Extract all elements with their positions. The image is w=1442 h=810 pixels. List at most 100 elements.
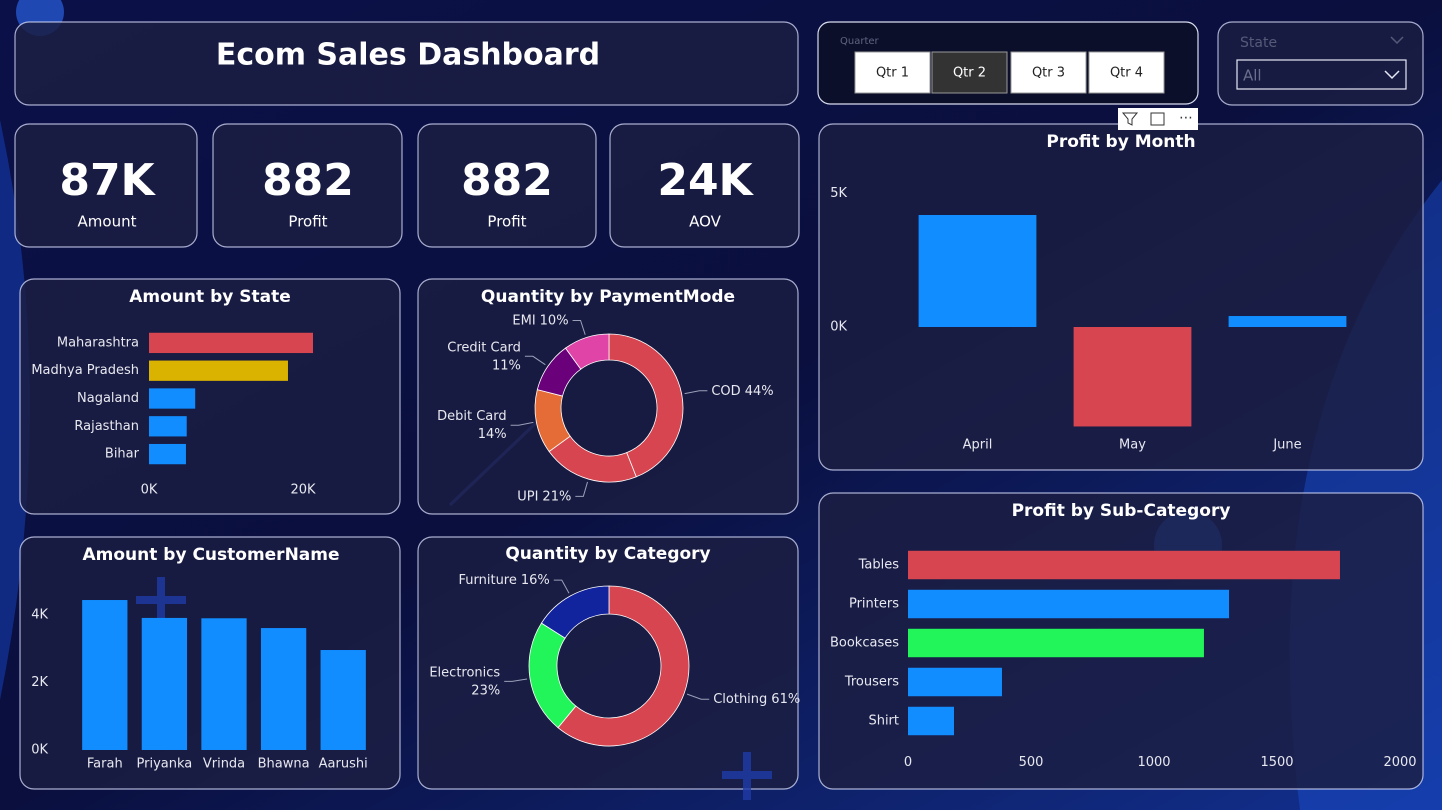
slice-category: Credit Card <box>447 340 521 355</box>
focus-icon[interactable] <box>1150 112 1165 126</box>
bar <box>149 443 186 465</box>
category-label: Aarushi <box>319 757 368 772</box>
slicer-button-label: Qtr 2 <box>953 66 986 81</box>
decor <box>722 752 772 800</box>
slicer-button[interactable] <box>931 51 1008 94</box>
slice-label: EMI 10% <box>512 313 568 328</box>
leader-line <box>524 355 546 366</box>
filter-title: State <box>1240 35 1277 51</box>
category-label: Bhawna <box>258 757 310 772</box>
chart-panel <box>417 278 799 515</box>
category-label: Rajasthan <box>74 419 139 434</box>
kpi-card <box>212 123 403 248</box>
kpi-value: 882 <box>262 155 354 206</box>
slice-label: Electronics 23% <box>429 665 500 698</box>
x-tick-label: 2000 <box>1383 755 1416 770</box>
category-label: Priyanka <box>137 757 193 772</box>
category-label: Trousers <box>844 675 899 690</box>
decor <box>0 120 30 700</box>
leader-line <box>572 320 586 335</box>
leader-line <box>510 421 534 426</box>
slicer-buttons: Qtr 1 Qtr 2 Qtr 3 Qtr 4 <box>854 51 1165 94</box>
slice-value: 61% <box>771 692 800 707</box>
filter-panel <box>1217 21 1424 106</box>
slice-value: 21% <box>542 489 571 504</box>
category-label: Shirt <box>868 714 899 729</box>
kpi-value: 24K <box>657 155 754 206</box>
kpi-card <box>417 123 597 248</box>
slicer-button-label: Qtr 3 <box>1032 66 1065 81</box>
slice-label: COD 44% <box>711 383 773 398</box>
kpi-label: AOV <box>689 213 722 231</box>
chart-title: Profit by Month <box>1046 132 1195 152</box>
slice <box>540 585 610 639</box>
kpi-label: Amount <box>78 213 137 231</box>
category-label: Nagaland <box>77 391 139 406</box>
kpi-card <box>14 123 198 248</box>
slicer-button[interactable] <box>1010 51 1087 94</box>
x-tick-label: 500 <box>1019 755 1044 770</box>
leader-line <box>553 579 570 594</box>
x-tick-label: 20K <box>290 483 316 498</box>
leader-line <box>575 481 588 497</box>
category-label: Vrinda <box>203 757 245 772</box>
category-label: Madhya Pradesh <box>31 363 139 378</box>
category-label: April <box>963 438 993 453</box>
category-label: May <box>1119 438 1146 453</box>
y-tick-label: 2K <box>31 675 48 690</box>
slice <box>564 333 610 370</box>
bar <box>141 617 188 750</box>
bar <box>201 618 247 750</box>
bar <box>908 706 955 736</box>
slicer-title: Quarter <box>840 36 880 47</box>
decor <box>136 577 186 625</box>
bar <box>320 650 366 750</box>
slice-category: UPI <box>517 489 538 504</box>
leader-line <box>684 390 708 395</box>
bar <box>149 332 314 354</box>
slice-category: COD <box>711 383 740 398</box>
slice-value: 44% <box>745 383 774 398</box>
leader-line <box>504 678 528 682</box>
kpi-value: 87K <box>59 155 156 206</box>
x-tick-label: 0K <box>141 483 158 498</box>
chevron <box>1384 70 1400 80</box>
visual-toolbar <box>1118 108 1198 130</box>
slice-value: 23% <box>471 683 500 698</box>
slicer-button[interactable] <box>1088 51 1165 94</box>
category-label: Bookcases <box>830 636 899 651</box>
filter-icon[interactable] <box>1121 112 1139 126</box>
slice-value: 16% <box>521 573 550 588</box>
slice-value: 14% <box>478 427 507 442</box>
y-tick-label: 0K <box>31 743 48 758</box>
dropdown[interactable] <box>1236 59 1407 90</box>
x-tick-label: 1500 <box>1260 755 1293 770</box>
bar <box>908 550 1340 580</box>
title-panel <box>14 21 799 106</box>
chevron <box>1390 36 1404 45</box>
category-label: Tables <box>858 558 900 573</box>
slice-category: Clothing <box>713 692 767 707</box>
bar <box>1073 327 1192 427</box>
bar <box>908 628 1204 658</box>
bar <box>918 215 1037 327</box>
chart-title: Quantity by Category <box>505 544 710 564</box>
slicer-button[interactable] <box>854 51 931 94</box>
bar <box>149 416 187 437</box>
chart-title: Profit by Sub-Category <box>1012 501 1231 521</box>
leader-line <box>686 693 710 700</box>
y-tick-label: 5K <box>830 186 847 201</box>
category-label: Bihar <box>105 447 140 462</box>
bar <box>260 628 307 750</box>
x-tick-label: 0 <box>904 755 912 770</box>
x-tick-label: 1000 <box>1137 755 1170 770</box>
more-icon[interactable]: ⋯ <box>1179 110 1193 126</box>
slice-label: Furniture 16% <box>459 573 550 588</box>
chart-title: Amount by State <box>129 287 290 307</box>
bar <box>908 667 1002 697</box>
kpi-card <box>609 123 800 248</box>
slice-value: 11% <box>492 358 521 373</box>
category-label: Printers <box>849 597 899 612</box>
y-tick-label: 4K <box>31 607 48 622</box>
chart-title: Quantity by PaymentMode <box>481 287 735 307</box>
